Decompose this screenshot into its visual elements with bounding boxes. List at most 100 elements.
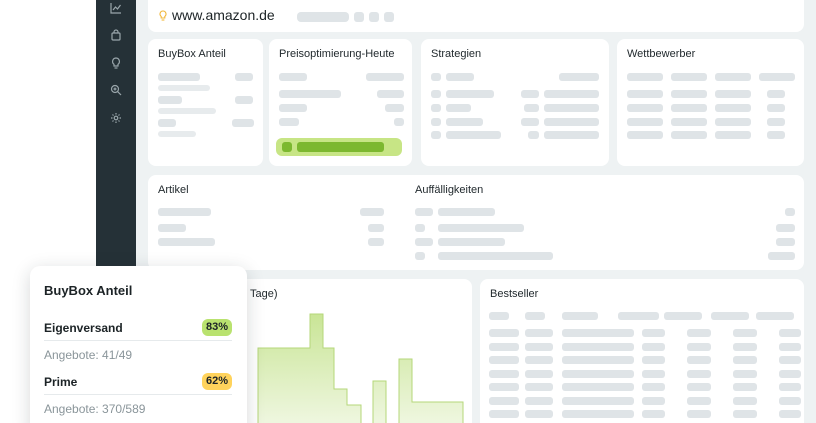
placeholder-bar xyxy=(489,312,509,320)
placeholder-bar xyxy=(446,104,471,112)
placeholder-bar xyxy=(671,73,707,81)
placeholder-bar xyxy=(779,329,801,337)
placeholder-bar xyxy=(687,383,711,391)
placeholder-bar xyxy=(354,12,364,22)
divider xyxy=(44,340,232,341)
placeholder-bar xyxy=(767,104,785,112)
placeholder-bar xyxy=(711,312,749,320)
placeholder-bar xyxy=(715,104,751,112)
placeholder-bar xyxy=(360,208,384,216)
placeholder-bar xyxy=(715,131,751,139)
placeholder-bar xyxy=(733,370,757,378)
placeholder-bar xyxy=(779,370,801,378)
bestseller-card[interactable]: Bestseller xyxy=(480,279,804,423)
placeholder-bar xyxy=(415,208,433,216)
placeholder-bar xyxy=(297,12,349,22)
placeholder-bar xyxy=(279,90,341,98)
placeholder-bar xyxy=(715,118,751,126)
placeholder-bar xyxy=(521,90,539,98)
placeholder-bar xyxy=(642,370,665,378)
placeholder-bar xyxy=(779,356,801,364)
placeholder-bar xyxy=(768,252,795,260)
placeholder-bar xyxy=(671,90,707,98)
placeholder-bar xyxy=(489,343,519,351)
placeholder-bar xyxy=(562,329,634,337)
placeholder-bar xyxy=(562,383,634,391)
placeholder-bar xyxy=(431,131,441,139)
card-title: Bestseller xyxy=(490,288,539,300)
competitors-card[interactable]: Wettbewerber xyxy=(617,39,804,166)
placeholder-bar xyxy=(562,370,634,378)
placeholder-bar xyxy=(733,410,757,418)
placeholder-bar xyxy=(489,329,519,337)
placeholder-bar xyxy=(384,12,394,22)
placeholder-bar xyxy=(525,329,553,337)
placeholder-bar xyxy=(687,343,711,351)
placeholder-bar xyxy=(715,73,751,81)
placeholder-bar xyxy=(438,224,524,232)
chart-icon[interactable] xyxy=(109,1,123,15)
placeholder-bar xyxy=(687,410,711,418)
placeholder-bar xyxy=(733,397,757,405)
card-title: Auffälligkeiten xyxy=(415,184,484,196)
placeholder-bar xyxy=(544,90,599,98)
placeholder-bar xyxy=(671,118,707,126)
placeholder-bar xyxy=(489,383,519,391)
browser-url-bar[interactable]: www.amazon.de xyxy=(148,0,804,32)
placeholder-bar xyxy=(733,329,757,337)
placeholder-bar xyxy=(559,73,599,81)
popup-label: Prime xyxy=(44,375,78,389)
placeholder-bar xyxy=(394,118,404,126)
placeholder-bar xyxy=(642,356,665,364)
card-title: Preisoptimierung-Heute xyxy=(279,48,395,60)
card-title: Strategien xyxy=(431,48,482,60)
offers-count: Angebote: 370/589 xyxy=(44,402,146,416)
placeholder-bar xyxy=(733,383,757,391)
placeholder-bar xyxy=(687,397,711,405)
shopping-bag-icon[interactable] xyxy=(109,28,123,42)
placeholder-bar xyxy=(489,397,519,405)
placeholder-bar xyxy=(779,410,801,418)
popup-row-eigenversand: Eigenversand 83% xyxy=(44,318,232,340)
buybox-popup: BuyBox Anteil Eigenversand 83% Angebote:… xyxy=(30,266,247,423)
placeholder-bar xyxy=(776,238,795,246)
strategies-card[interactable]: Strategien xyxy=(421,39,609,166)
placeholder-bar xyxy=(235,96,253,104)
placeholder-bar xyxy=(446,131,501,139)
buybox-card[interactable]: BuyBox Anteil xyxy=(148,39,263,166)
placeholder-bar xyxy=(779,343,801,351)
placeholder-bar xyxy=(779,397,801,405)
placeholder-bar xyxy=(279,73,307,81)
price-optimization-progress xyxy=(276,138,402,156)
placeholder-bar xyxy=(158,73,200,81)
placeholder-bar xyxy=(733,356,757,364)
placeholder-bar xyxy=(627,73,663,81)
zoom-icon[interactable] xyxy=(109,83,123,97)
placeholder-bar xyxy=(627,131,663,139)
lightbulb-icon[interactable] xyxy=(109,56,123,70)
placeholder-bar xyxy=(562,356,634,364)
pricing-card[interactable]: Preisoptimierung-Heute xyxy=(269,39,412,166)
placeholder-bar xyxy=(544,118,599,126)
placeholder-bar xyxy=(521,118,539,126)
placeholder-bar xyxy=(528,131,539,139)
placeholder-bar xyxy=(279,118,299,126)
placeholder-bar xyxy=(671,104,707,112)
placeholder-bar xyxy=(524,104,539,112)
progress-indicator xyxy=(282,142,292,152)
placeholder-bar xyxy=(525,356,553,364)
placeholder-bar xyxy=(158,85,210,91)
placeholder-bar xyxy=(431,104,441,112)
articles-anomalies-card[interactable]: Artikel Auffälligkeiten xyxy=(148,175,804,270)
placeholder-bar xyxy=(544,104,599,112)
placeholder-bar xyxy=(687,329,711,337)
placeholder-bar xyxy=(489,410,519,418)
card-title: Artikel xyxy=(158,184,189,196)
popup-row-prime: Prime 62% xyxy=(44,372,232,394)
gear-icon[interactable] xyxy=(109,111,123,125)
placeholder-bar xyxy=(562,410,634,418)
placeholder-bar xyxy=(525,370,553,378)
placeholder-bar xyxy=(446,90,494,98)
placeholder-bar xyxy=(562,312,598,320)
